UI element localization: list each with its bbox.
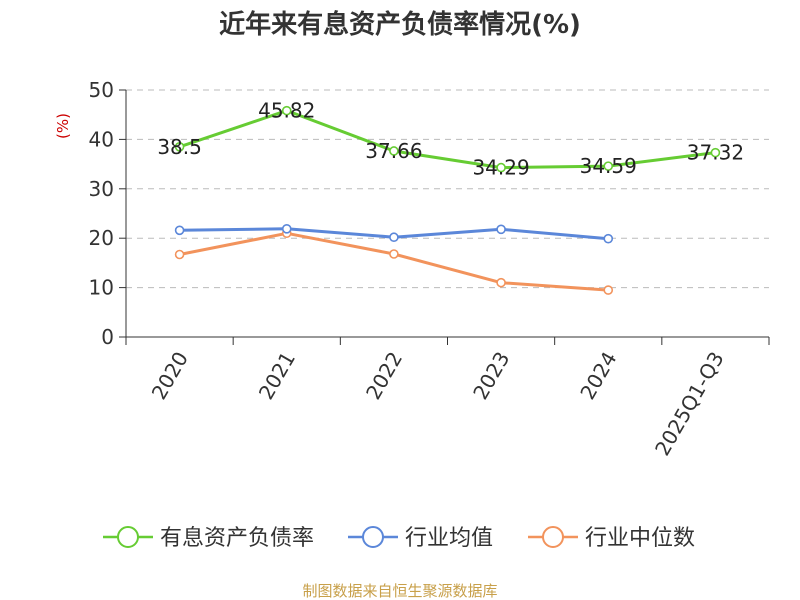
x-tick-label: 2024 <box>575 348 621 404</box>
y-tick-label: 30 <box>89 177 114 201</box>
data-point <box>174 142 185 152</box>
series-lines <box>174 105 721 295</box>
series-0 <box>174 105 721 173</box>
data-label: 38.5 <box>157 135 202 159</box>
legend-item-1[interactable]: 行业均值 <box>348 526 493 551</box>
data-point <box>389 232 399 243</box>
data-point <box>281 224 292 234</box>
data-point <box>496 277 506 288</box>
data-label: 45.82 <box>258 99 315 123</box>
y-tick-label: 50 <box>89 78 114 102</box>
y-tick-label: 0 <box>101 325 114 349</box>
y-axis-unit-label: (%) <box>54 113 72 139</box>
data-point <box>496 162 506 173</box>
data-point <box>496 224 506 235</box>
legend-label: 行业均值 <box>405 526 493 551</box>
data-labels: 38.5 45.82 37.66 34.29 34.59 37.32 <box>157 99 744 180</box>
x-tick-label: 2022 <box>361 348 407 404</box>
series-line <box>179 109 716 170</box>
x-tick-label: 2021 <box>254 348 300 404</box>
x-tick-label: 2023 <box>468 348 514 404</box>
y-tick-label: 40 <box>89 127 114 151</box>
data-label: 34.59 <box>580 154 637 178</box>
y-tick-label: 10 <box>89 276 114 300</box>
data-label: 37.66 <box>365 139 422 163</box>
data-point <box>389 249 399 259</box>
data-point <box>603 285 614 295</box>
legend-item-2[interactable]: 行业中位数 <box>528 526 695 551</box>
data-label: 37.32 <box>687 141 744 165</box>
data-point <box>389 146 399 156</box>
legend-label: 有息资产负债率 <box>160 526 314 551</box>
x-tick-label: 2025Q1-Q3 <box>650 348 729 460</box>
data-label: 34.29 <box>472 156 529 180</box>
legend[interactable]: 有息资产负债率 行业均值 行业中位数 <box>103 526 695 551</box>
data-point <box>603 233 614 244</box>
data-point <box>710 147 721 158</box>
source-note: 制图数据来自恒生聚源数据库 <box>302 582 497 600</box>
y-tick-label: 20 <box>89 226 114 250</box>
data-point <box>174 225 185 236</box>
series-1 <box>174 224 614 244</box>
gridlines <box>126 89 769 289</box>
legend-marker <box>117 526 139 548</box>
legend-item-0[interactable]: 有息资产负债率 <box>103 526 314 551</box>
legend-marker <box>362 526 384 548</box>
data-point <box>281 105 292 116</box>
chart-title: 近年来有息资产负债率情况(%) <box>219 9 581 40</box>
x-tick-label: 2020 <box>147 348 193 404</box>
data-point <box>603 161 614 171</box>
data-point <box>174 249 185 260</box>
legend-marker <box>542 526 564 548</box>
legend-label: 行业中位数 <box>585 526 695 551</box>
